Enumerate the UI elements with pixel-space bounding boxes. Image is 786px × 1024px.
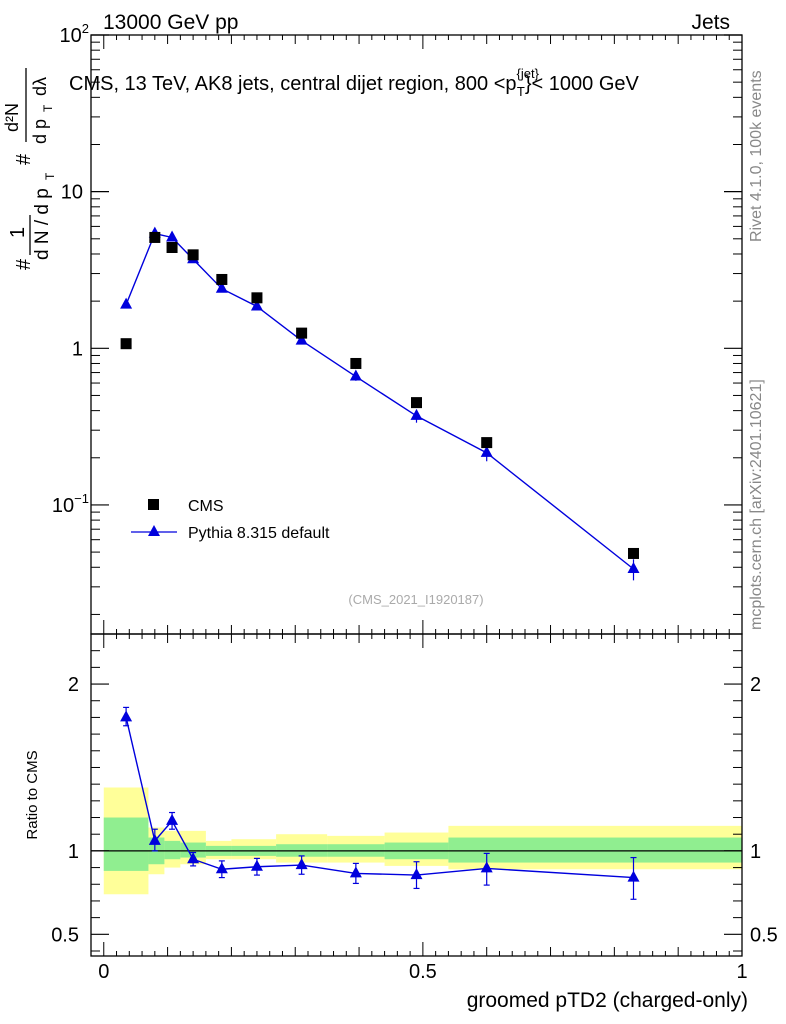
main-ytick-label-base: 1 [72, 338, 83, 360]
cms-point [481, 437, 493, 449]
ratio-band-green [164, 840, 181, 860]
ratio-point [250, 859, 263, 871]
chart-title-main: CMS, 13 TeV, AK8 jets, central dijet reg… [69, 73, 517, 95]
chart-title-sub: T [517, 84, 525, 99]
ylabel-denominator-1: d N / d p [32, 188, 53, 260]
rivet-label: Rivet 4.1.0, 100k events [748, 70, 765, 242]
ratio-xtick-label: 1 [736, 961, 747, 983]
cms-point [628, 547, 639, 559]
pythia-point [120, 297, 133, 309]
ratio-panel: 0.5 0.51 12 20 0.5 1 Ratio to CMS groomed pTD… [24, 633, 778, 1012]
pythia-point [349, 369, 362, 381]
source-label: mcplots.cern.ch [arXiv:2401.10621] [748, 379, 765, 630]
pythia-series-line [125, 232, 634, 570]
ratio-point [295, 858, 308, 870]
ratio-frame [90, 633, 743, 957]
main-ytick-label-base: 10 [52, 495, 74, 517]
ratio-point [166, 813, 179, 825]
main-ytick-label: 1 [72, 338, 83, 360]
category-label: Jets [691, 11, 730, 34]
ylabel-one: 1 [7, 227, 29, 238]
chart-title: CMS, 13 TeV, AK8 jets, central dijet reg… [69, 66, 640, 99]
cms-point [149, 231, 161, 243]
cms-point [350, 357, 362, 369]
cms-point [251, 292, 263, 304]
main-ytick-label: 102 [60, 21, 89, 47]
cms-point [411, 397, 422, 409]
main-ytick-label-exp: 2 [82, 21, 89, 36]
main-ytick-label-exp: −1 [74, 491, 89, 506]
ratio-ytick-label-right: 2 [750, 674, 761, 696]
main-ytick-label: 10−1 [52, 491, 89, 517]
ratio-ytick-label-right: 0.5 [750, 924, 778, 946]
chart-title-sup: {jet} [517, 66, 540, 81]
cms-point [120, 338, 132, 350]
pythia-point [250, 299, 263, 311]
ratio-point [349, 866, 362, 878]
ratio-ticks-group: 0.5 0.51 12 20 0.5 1 [51, 634, 778, 983]
ratio-ytick-label-right: 1 [750, 841, 761, 863]
ratio-xtick-label: 0 [98, 961, 109, 983]
ratio-point [187, 852, 200, 864]
main-marks-group [120, 226, 640, 581]
chart-title-suffix: }< 1000 GeV [525, 73, 640, 95]
ratio-point [410, 868, 423, 880]
ratio-ytick-label: 0.5 [51, 924, 79, 946]
ratio-band-green [103, 817, 149, 871]
ratio-point [480, 861, 493, 873]
main-ytick-label-base: 10 [61, 182, 83, 204]
main-ylabel: # 1 d N / d p T # d²N d p T dλ [2, 68, 57, 270]
ratio-point [148, 833, 161, 845]
ylabel-sub-T-2: T [41, 104, 55, 112]
legend: CMS Pythia 8.315 default [131, 498, 330, 542]
ylabel-denominator-2: d p [30, 119, 50, 144]
main-ytick-label: 10 [61, 182, 83, 204]
main-ytick-label-base: 10 [60, 25, 82, 47]
cms-point [216, 273, 228, 285]
pythia-point [215, 281, 228, 293]
pythia-point [480, 445, 493, 457]
pythia-point [166, 230, 179, 242]
pythia-point [410, 408, 423, 420]
ylabel-hash-1: # [13, 258, 35, 270]
beam-label: 13000 GeV pp [103, 11, 238, 34]
ratio-point [627, 870, 640, 882]
legend-cms-marker [148, 499, 159, 510]
analysis-tag: (CMS_2021_I1920187) [348, 592, 483, 607]
pythia-point [627, 561, 640, 573]
cms-point [166, 241, 178, 253]
legend-cms-label: CMS [188, 498, 224, 515]
main-frame [90, 34, 743, 635]
ratio-ylabel: Ratio to CMS [24, 750, 41, 839]
cms-point [296, 327, 308, 339]
ylabel-hash-2: # [13, 153, 35, 165]
ratio-ytick-label: 1 [68, 841, 79, 863]
legend-pythia-marker [148, 525, 160, 536]
pythia-point [295, 333, 308, 345]
ratio-point [120, 710, 133, 722]
ylabel-dlambda: dλ [30, 77, 50, 96]
ylabel-numerator: d²N [2, 103, 22, 132]
ratio-xtick-label: 0.5 [409, 961, 437, 983]
ratio-point [215, 862, 228, 874]
ratio-marks-group [91, 706, 742, 900]
cms-point [187, 249, 199, 261]
ylabel-sub-T-1: T [43, 172, 57, 180]
legend-pythia-label: Pythia 8.315 default [188, 525, 330, 542]
ratio-ytick-label: 2 [68, 674, 79, 696]
xlabel: groomed pTD2 (charged-only) [467, 989, 748, 1012]
